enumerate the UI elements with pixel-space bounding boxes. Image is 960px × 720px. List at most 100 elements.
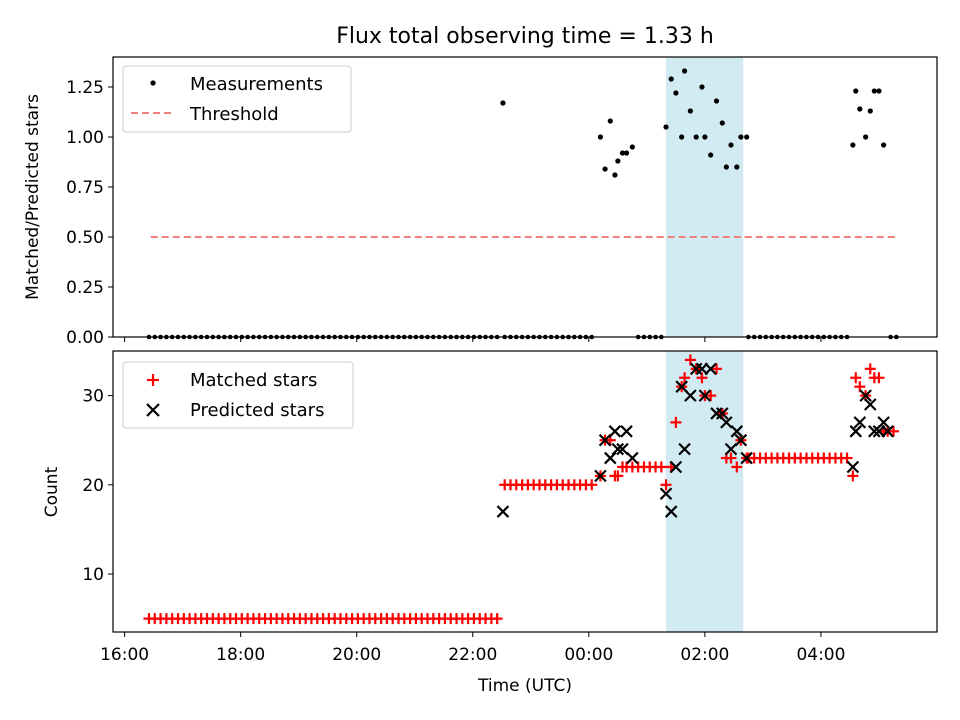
matched-star-marker bbox=[710, 363, 722, 375]
predicted-star-marker bbox=[594, 469, 607, 483]
measurement-point bbox=[681, 68, 688, 74]
measurement-point bbox=[602, 166, 608, 172]
matched-star-marker bbox=[841, 452, 853, 464]
measurement-point bbox=[668, 76, 674, 82]
measurement-point bbox=[629, 144, 635, 150]
predicted-star-marker bbox=[704, 362, 717, 376]
measurement-point bbox=[663, 124, 669, 130]
x-tick-label: 18:00 bbox=[216, 645, 265, 665]
top-y-tick-label: 0.75 bbox=[66, 178, 104, 198]
matched-star-marker bbox=[850, 372, 862, 384]
bottom-x-axis: 16:00 18:00 20:00 22:00 00:00 02:00 04:00 bbox=[100, 632, 845, 665]
measurement-point bbox=[623, 150, 630, 156]
measurement-point bbox=[850, 142, 856, 148]
top-y-tick-label: 1.25 bbox=[66, 78, 104, 98]
measurement-point bbox=[738, 134, 744, 140]
x-tick-label: 00:00 bbox=[564, 645, 613, 665]
predicted-star-marker bbox=[616, 442, 629, 456]
top-x-ticks bbox=[124, 337, 822, 342]
top-legend-box bbox=[122, 65, 352, 133]
predicted-star-marker bbox=[877, 416, 890, 429]
top-y-tick-label: 0.25 bbox=[66, 278, 104, 298]
measurement-point bbox=[728, 142, 734, 148]
top-y-label: Matched/Predicted stars bbox=[23, 94, 43, 300]
legend-predicted-marker bbox=[146, 403, 160, 417]
measurement-point bbox=[702, 134, 708, 140]
matched-star-marker bbox=[612, 470, 624, 482]
predicted-star-marker bbox=[881, 425, 894, 438]
x-tick-label: 04:00 bbox=[796, 645, 845, 665]
legend-matched-label: Matched stars bbox=[190, 370, 317, 391]
top-y-tick-label: 0.00 bbox=[66, 328, 104, 348]
x-tick-label: 02:00 bbox=[680, 645, 729, 665]
predicted-star-marker bbox=[849, 425, 863, 438]
matched-star-marker bbox=[864, 363, 876, 375]
measurement-point bbox=[607, 118, 613, 124]
measurement-point bbox=[679, 134, 685, 140]
matched-star-marker bbox=[626, 461, 638, 473]
top-y-tick-label: 0.50 bbox=[66, 228, 104, 248]
top-panel: 0.00 0.25 0.50 0.75 1.00 1.25 Matched/Predict… bbox=[23, 56, 938, 348]
matched-star-marker bbox=[679, 372, 691, 384]
matched-star-marker bbox=[696, 372, 708, 384]
predicted-star-marker bbox=[846, 460, 860, 474]
matched-star-marker bbox=[660, 479, 672, 491]
x-tick-label: 16:00 bbox=[100, 645, 149, 665]
measurement-point bbox=[871, 88, 877, 94]
predicted-star-marker bbox=[659, 487, 673, 501]
measurement-point bbox=[719, 120, 725, 126]
predicted-star-marker bbox=[863, 398, 877, 411]
predicted-star-marker bbox=[684, 389, 697, 402]
top-axes-frame bbox=[112, 56, 938, 338]
measurement-point bbox=[713, 98, 720, 104]
measurement-point bbox=[744, 134, 750, 140]
predicted-star-marker bbox=[626, 451, 639, 465]
predicted-star-marker bbox=[730, 425, 744, 438]
matched-star-marker bbox=[854, 381, 866, 393]
predicted-star-marker bbox=[608, 425, 622, 438]
legend-matched-marker bbox=[147, 374, 159, 386]
bottom-y-label: Count bbox=[42, 466, 62, 517]
measurement-point bbox=[863, 134, 869, 140]
bottom-legend: Matched stars Predicted stars bbox=[122, 361, 354, 429]
measurement-point bbox=[615, 158, 621, 164]
measurement-point bbox=[612, 172, 618, 178]
bottom-axes-frame bbox=[112, 350, 938, 633]
bottom-y-tick-label: 20 bbox=[82, 476, 104, 496]
matched-star-marker bbox=[847, 470, 859, 482]
predicted-star-marker bbox=[496, 505, 510, 518]
bottom-y-tick-label: 30 bbox=[82, 387, 104, 407]
predicted-star-marker bbox=[611, 442, 625, 456]
predicted-star-marker bbox=[598, 433, 612, 447]
matched-star-marker bbox=[705, 390, 717, 402]
x-tick-label: 20:00 bbox=[332, 645, 381, 665]
top-y-tick-label: 1.00 bbox=[66, 128, 104, 148]
bottom-y-axis: 10 20 30 bbox=[82, 387, 113, 585]
measurement-point bbox=[619, 150, 626, 156]
legend-measurements-label: Measurements bbox=[190, 74, 323, 95]
legend-predicted-label: Predicted stars bbox=[190, 400, 324, 421]
x-axis-label: Time (UTC) bbox=[477, 676, 572, 696]
matched-star-marker bbox=[731, 461, 743, 473]
measurement-point bbox=[876, 88, 882, 94]
top-legend: Measurements Threshold bbox=[122, 65, 352, 133]
top-highlight-span bbox=[666, 57, 744, 337]
measurement-point bbox=[853, 88, 859, 94]
predicted-star-marker bbox=[724, 442, 738, 456]
matched-star-marker bbox=[725, 452, 737, 464]
measurement-point bbox=[673, 90, 679, 96]
predicted-star-marker bbox=[698, 389, 712, 402]
predicted-star-marker bbox=[664, 505, 678, 518]
measurement-point bbox=[699, 84, 705, 90]
measurement-point bbox=[723, 164, 729, 170]
chart-title: Flux total observing time = 1.33 h bbox=[336, 24, 714, 49]
measurement-point bbox=[500, 100, 506, 106]
matched-star-marker bbox=[491, 613, 503, 625]
bottom-marks bbox=[143, 354, 899, 625]
matched-star-marker bbox=[586, 479, 598, 491]
measurement-point bbox=[708, 152, 714, 158]
bottom-panel: 10 20 30 16:00 18:00 20:00 22:00 00:00 02:00 04:… bbox=[42, 350, 938, 696]
matched-star-marker bbox=[670, 416, 682, 428]
predicted-star-marker bbox=[669, 460, 683, 474]
predicted-star-marker bbox=[859, 389, 872, 402]
